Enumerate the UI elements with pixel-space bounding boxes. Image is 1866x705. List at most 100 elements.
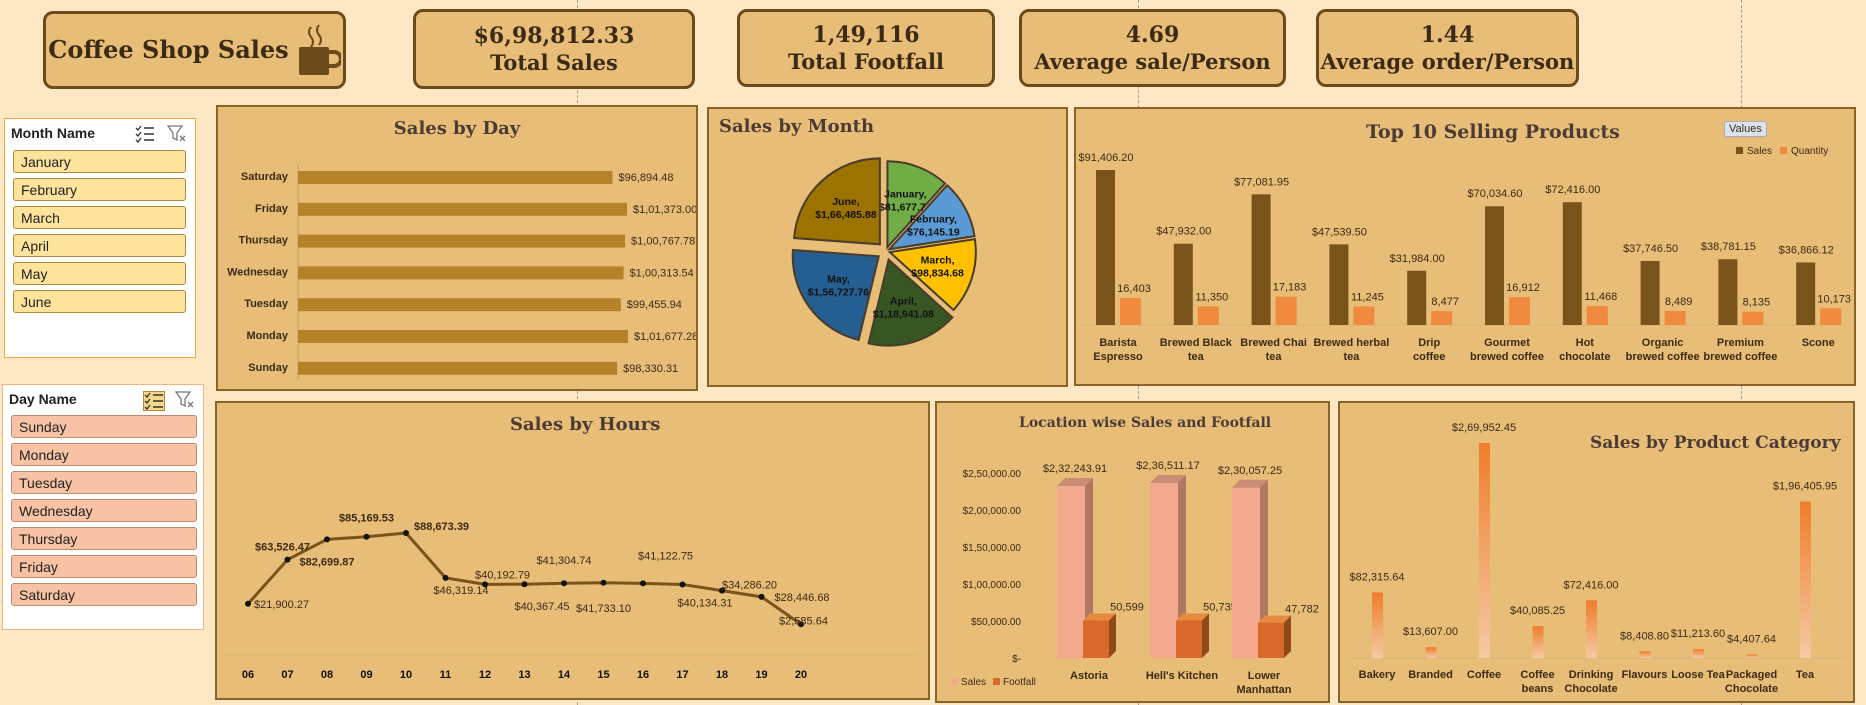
bar-footfall xyxy=(1176,620,1202,658)
clear-filter-icon[interactable] xyxy=(175,391,195,409)
slicer-item-march[interactable]: March xyxy=(13,206,186,229)
product-category-chart: $82,315.64 Bakery $13,607.00 Branded $2,69,9… xyxy=(1348,422,1845,695)
clear-filter-icon[interactable] xyxy=(167,125,187,143)
data-label-quantity: 16,403 xyxy=(1117,283,1151,295)
chart-title: Sales by Month xyxy=(719,116,875,137)
data-point xyxy=(245,600,251,607)
bar-sales xyxy=(1173,243,1193,325)
data-label-sales: $47,932.00 xyxy=(1156,226,1211,238)
location-sales-panel: Location wise Sales and Footfall $- $50,0… xyxy=(935,401,1330,703)
bar xyxy=(1425,647,1437,658)
bar-sales xyxy=(1150,482,1178,658)
data-point xyxy=(679,581,686,588)
kpi-value: 1.44 xyxy=(1420,22,1475,49)
category-label: brewed coffee xyxy=(1626,351,1700,363)
month-slicer: Month Name January February March April … xyxy=(4,118,196,358)
data-label: $41,733.10 xyxy=(576,603,631,615)
legend-label-sales: Sales xyxy=(1747,146,1772,157)
multi-select-icon[interactable] xyxy=(143,391,165,411)
day-slicer-header: Day Name xyxy=(9,391,77,407)
slicer-item-sunday[interactable]: Sunday xyxy=(11,415,197,438)
data-point xyxy=(640,580,646,587)
slicer-item-wednesday[interactable]: Wednesday xyxy=(11,499,197,522)
bar-sales-top xyxy=(1232,479,1268,488)
category-label: brewed coffee xyxy=(1470,351,1544,363)
slicer-item-april[interactable]: April xyxy=(13,234,186,257)
chart-title: Location wise Sales and Footfall xyxy=(1019,415,1272,431)
category-label: Manhattan xyxy=(1237,684,1292,696)
bar-quantity xyxy=(1197,306,1219,325)
bar-footfall-side xyxy=(1109,613,1116,658)
bar-sales xyxy=(1251,194,1271,325)
slicer-item-monday[interactable]: Monday xyxy=(11,443,197,466)
data-point xyxy=(284,556,291,563)
slice-category-label: February, xyxy=(910,213,957,225)
bar xyxy=(1532,626,1544,658)
pie-slice xyxy=(886,183,976,251)
sales-by-month-panel: Sales by Month January, $81,677.74 Februar… xyxy=(707,107,1068,387)
data-label: $34,286.20 xyxy=(722,580,777,592)
data-point xyxy=(403,530,409,536)
pie-slice xyxy=(887,238,977,312)
bar-sales xyxy=(1232,487,1260,658)
bar-sales xyxy=(1329,244,1349,325)
product-category-panel: Sales by Product Category $82,315.64 Bake… xyxy=(1338,401,1855,703)
bar xyxy=(298,298,621,312)
multi-select-icon[interactable] xyxy=(135,125,155,143)
data-label-sales: $70,034.60 xyxy=(1467,188,1522,200)
data-label: $40,085.25 xyxy=(1510,605,1565,617)
chart-title: Sales by Product Category xyxy=(1590,433,1841,453)
slicer-item-saturday[interactable]: Saturday xyxy=(11,583,197,606)
category-label: tea xyxy=(1188,351,1205,363)
slicer-item-may[interactable]: May xyxy=(13,262,186,285)
x-tick-label: 18 xyxy=(716,669,728,681)
data-label-quantity: 10,173 xyxy=(1817,293,1851,305)
x-tick-label: 15 xyxy=(597,669,609,681)
top-products-panel: Top 10 Selling Products Values Sales Quan… xyxy=(1074,107,1856,386)
x-tick-label: 13 xyxy=(518,669,530,681)
chart-title: Sales by Day xyxy=(393,118,521,139)
category-label: Hell's Kitchen xyxy=(1146,670,1219,682)
category-label: Branded xyxy=(1408,669,1453,681)
bar xyxy=(1693,649,1704,658)
kpi-total-sales: $6,98,812.33 Total Sales xyxy=(413,9,695,89)
bar-sales xyxy=(1562,202,1582,325)
x-tick-label: 14 xyxy=(558,669,571,681)
category-label: Organic xyxy=(1642,337,1684,349)
data-point xyxy=(561,580,567,587)
category-label: Drip xyxy=(1418,337,1440,349)
slicer-item-february[interactable]: February xyxy=(13,178,186,201)
data-label: $88,673.39 xyxy=(414,521,469,533)
slicer-item-tuesday[interactable]: Tuesday xyxy=(11,471,197,494)
slicer-item-thursday[interactable]: Thursday xyxy=(11,527,197,550)
category-label: coffee xyxy=(1413,351,1445,363)
kpi-label: Average sale/Person xyxy=(1034,48,1271,74)
bar xyxy=(1746,654,1758,658)
slice-category-label: April, xyxy=(890,295,917,307)
slicer-item-june[interactable]: June xyxy=(13,290,186,313)
x-tick-label: 07 xyxy=(281,669,293,681)
sales-by-hours-panel: Sales by Hours $21,900.27 06 $63,526.47 07 $… xyxy=(215,401,930,700)
bar-sales xyxy=(1640,260,1660,325)
data-label: $1,00,767.78 xyxy=(631,236,695,248)
slice-value-label: $1,18,941.08 xyxy=(873,308,934,320)
category-label: Gourmet xyxy=(1484,337,1530,349)
bar-quantity xyxy=(1742,311,1764,325)
slicer-item-january[interactable]: January xyxy=(13,150,186,173)
slicer-item-friday[interactable]: Friday xyxy=(11,555,197,578)
x-tick-label: 06 xyxy=(242,669,254,681)
bar xyxy=(1479,443,1490,658)
category-label: Bakery xyxy=(1359,669,1397,681)
slice-value-label: $76,145.19 xyxy=(907,226,960,238)
bar-quantity xyxy=(1431,311,1453,325)
legend-values-button[interactable]: Values xyxy=(1724,121,1767,137)
data-point xyxy=(324,536,330,543)
bar xyxy=(1639,651,1651,658)
sales-by-day-panel: Sales by Day Saturday $96,894.48 Friday $1,… xyxy=(216,105,698,391)
category-label: Flavours xyxy=(1622,669,1668,681)
data-label: $40,367.45 xyxy=(515,601,570,613)
category-label: beans xyxy=(1522,683,1554,695)
data-label: $82,699.87 xyxy=(299,556,354,568)
category-label: Wednesday xyxy=(227,266,289,278)
